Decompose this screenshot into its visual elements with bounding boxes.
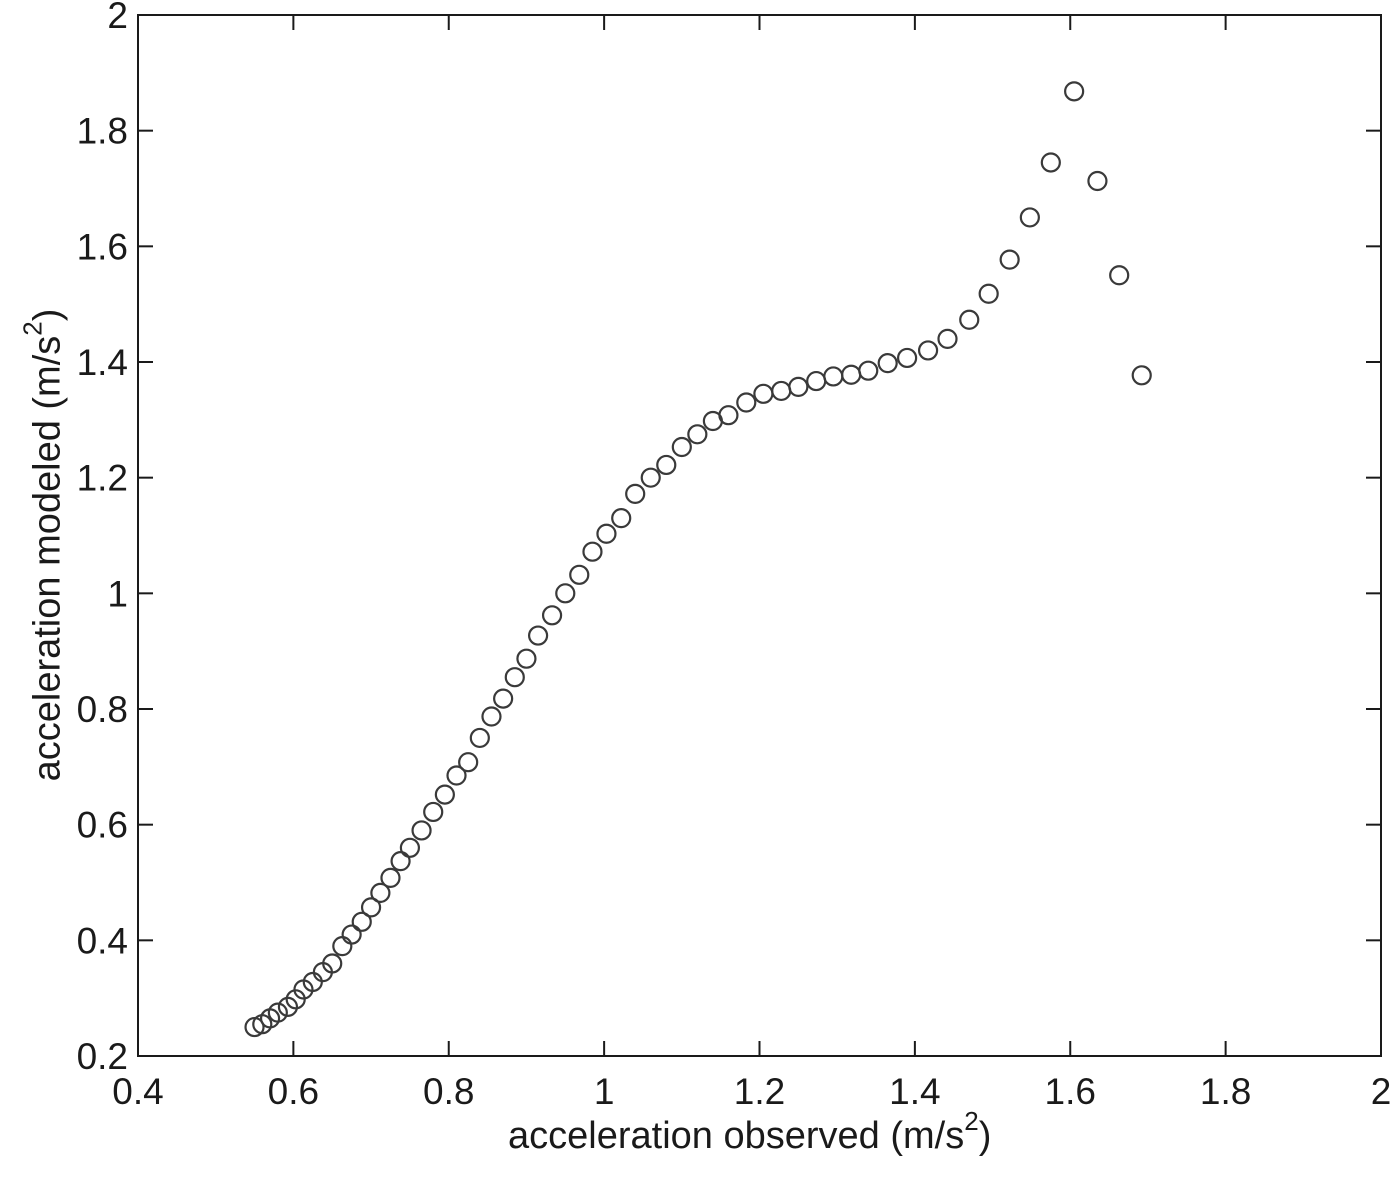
x-tick-label: 2 [1371, 1071, 1391, 1112]
data-point [1064, 81, 1085, 102]
plot-frame [137, 14, 1382, 1057]
y-axis-ticks: 0.2 0.4 0.6 0.8 1 1.2 1.4 1.6 1.8 2 [77, 0, 1381, 1077]
data-point [718, 405, 739, 426]
data-point [771, 380, 792, 402]
data-point [841, 364, 862, 385]
data-point [858, 360, 879, 381]
data-point [1040, 152, 1061, 173]
data-point [555, 583, 576, 604]
data-point [423, 801, 444, 823]
data-point [504, 667, 525, 688]
x-tick-label: 0.6 [268, 1071, 319, 1112]
y-tick-label: 1.6 [77, 226, 128, 267]
data-point [823, 366, 844, 387]
data-point [596, 523, 617, 544]
x-tick-label: 0.4 [112, 1071, 163, 1112]
data-point [458, 752, 479, 773]
data-point [917, 340, 939, 361]
data-point [267, 1002, 288, 1023]
y-tick-label: 0.4 [77, 920, 128, 961]
data-point [611, 508, 632, 529]
data-point [736, 392, 757, 413]
data-point [569, 564, 590, 585]
y-tick-label: 1.4 [77, 342, 128, 383]
x-tick-label: 0.8 [423, 1071, 474, 1112]
y-tick-label: 1 [107, 573, 128, 614]
data-point [671, 436, 692, 458]
x-tick-label: 1.2 [734, 1071, 785, 1112]
data-point [1109, 265, 1130, 286]
data-points [244, 81, 1152, 1038]
data-point [380, 867, 401, 888]
data-point [978, 283, 999, 304]
data-point [877, 353, 898, 374]
data-point [332, 936, 353, 957]
data-point [640, 467, 661, 488]
data-point [999, 249, 1020, 270]
data-point [582, 541, 603, 562]
x-tick-label: 1.6 [1045, 1071, 1096, 1112]
data-point [277, 996, 299, 1017]
data-point [687, 424, 708, 445]
data-point [446, 765, 467, 786]
data-point [322, 953, 343, 974]
data-point [753, 383, 774, 404]
data-point [399, 837, 421, 858]
data-point [937, 328, 958, 349]
x-tick-label: 1.4 [889, 1071, 940, 1112]
y-tick-label: 2 [107, 0, 128, 36]
x-tick-label: 1.8 [1200, 1071, 1251, 1112]
data-point [360, 897, 382, 918]
data-point [527, 625, 549, 646]
data-point [516, 648, 537, 669]
data-point [1087, 170, 1108, 192]
x-tick-label: 1 [594, 1071, 615, 1112]
data-point [541, 605, 563, 626]
data-point [370, 882, 391, 904]
y-axis-label: acceleration modeled (m/s2) [17, 308, 69, 782]
y-tick-label: 0.2 [77, 1036, 128, 1077]
y-tick-label: 1.8 [77, 111, 128, 152]
data-point [806, 370, 827, 392]
data-point [469, 727, 490, 749]
data-point [897, 347, 918, 369]
data-point [1019, 207, 1040, 228]
data-point [390, 851, 411, 872]
data-point [959, 309, 980, 330]
data-point [625, 483, 646, 504]
x-axis-ticks: 0.4 0.6 0.8 1 1.2 1.4 1.6 1.8 2 [112, 15, 1391, 1112]
x-axis-label: acceleration observed (m/s2) [508, 1106, 992, 1157]
data-point [788, 376, 809, 397]
data-point [434, 784, 455, 805]
data-point [351, 911, 372, 932]
y-tick-label: 1.2 [77, 458, 128, 499]
data-point [493, 688, 514, 709]
data-point [656, 454, 677, 476]
data-point [411, 820, 432, 841]
y-tick-label: 0.8 [77, 689, 128, 730]
data-point [481, 706, 502, 727]
data-point [1131, 365, 1152, 386]
y-tick-label: 0.6 [77, 805, 128, 846]
data-point [341, 924, 362, 945]
